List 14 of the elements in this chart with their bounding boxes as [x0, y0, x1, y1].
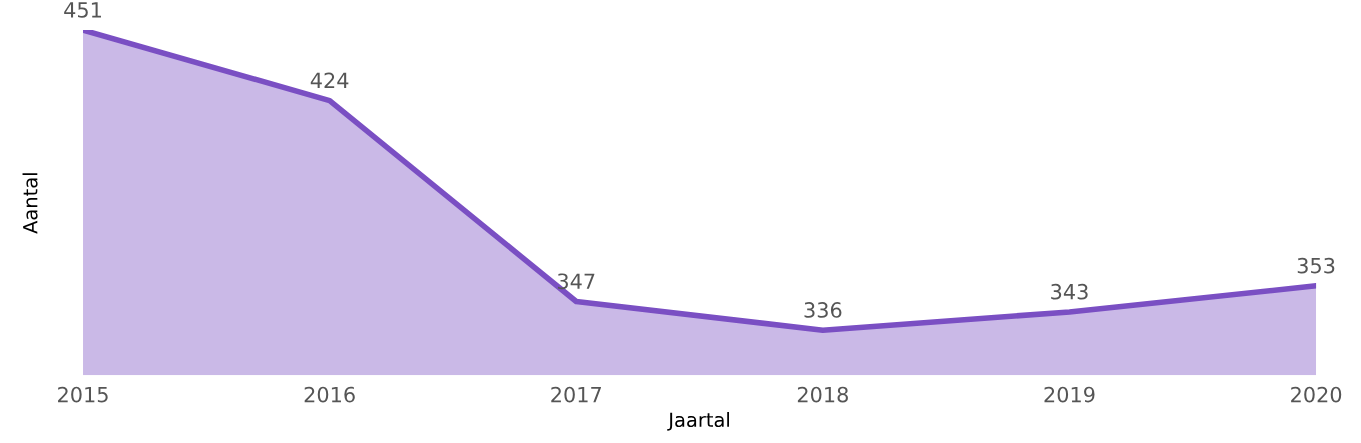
- x-tick-label: 2020: [1291, 386, 1342, 403]
- data-label: 353: [1297, 257, 1335, 274]
- x-tick-label: 2017: [551, 386, 601, 403]
- y-axis-title: Aantal: [22, 173, 38, 234]
- data-label: 451: [64, 2, 101, 18]
- data-label: 343: [1051, 283, 1088, 300]
- data-label: 336: [804, 302, 842, 318]
- x-tick-label: 2019: [1044, 386, 1095, 403]
- x-tick-label: 2018: [797, 386, 848, 403]
- x-tick-label: 2016: [304, 386, 355, 403]
- x-axis-title: Jaartal: [667, 412, 729, 431]
- x-tick-label: 2015: [58, 386, 108, 403]
- data-label: 424: [310, 72, 349, 88]
- data-label: 347: [557, 273, 595, 290]
